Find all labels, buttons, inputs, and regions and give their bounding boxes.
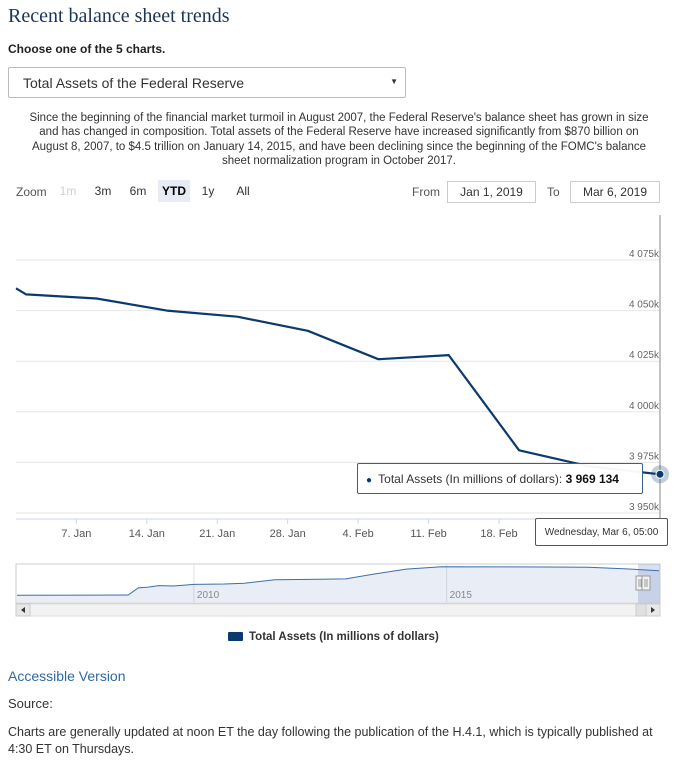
zoom-ytd-button[interactable]: YTD bbox=[158, 180, 190, 202]
zoom-1y-button[interactable]: 1y bbox=[201, 184, 215, 198]
zoom-6m-button[interactable]: 6m bbox=[129, 184, 147, 198]
x-tick-label: 4. Feb bbox=[343, 528, 374, 540]
chart-legend[interactable]: Total Assets (In millions of dollars) bbox=[228, 631, 439, 643]
chart-select-value: Total Assets of the Federal Reserve bbox=[23, 75, 244, 91]
tooltip-value: 3 969 134 bbox=[565, 472, 619, 486]
zoom-all-button[interactable]: All bbox=[236, 184, 250, 198]
scroll-left-button[interactable] bbox=[15, 603, 31, 617]
page-title: Recent balance sheet trends bbox=[8, 5, 230, 27]
zoom-label: Zoom bbox=[16, 185, 47, 199]
y-tick-label: 4 075k bbox=[629, 249, 660, 260]
legend-swatch bbox=[228, 632, 243, 641]
data-points bbox=[651, 465, 669, 484]
x-tick-label: 28. Jan bbox=[270, 528, 306, 540]
series-dot-icon: ● bbox=[366, 475, 373, 486]
from-label: From bbox=[412, 185, 440, 199]
arrow-right-icon bbox=[651, 607, 655, 613]
choose-label: Choose one of the 5 charts. bbox=[8, 42, 166, 56]
arrow-left-icon bbox=[21, 607, 25, 613]
from-date-input[interactable]: Jan 1, 2019 bbox=[447, 181, 536, 203]
total-assets-line bbox=[15, 287, 661, 476]
zoom-3m-button[interactable]: 3m bbox=[94, 184, 112, 198]
x-tick-label: 18. Feb bbox=[480, 528, 517, 540]
navigator-area bbox=[17, 566, 659, 602]
navigator-line bbox=[16, 566, 660, 596]
navigator-frame bbox=[15, 563, 661, 604]
y-axis-ticks: 3 950k 3 975k 4 000k 4 025k 4 050k 4 075k bbox=[629, 249, 660, 513]
navigator-year-label: 2010 bbox=[197, 590, 220, 601]
y-tick-label: 4 000k bbox=[629, 401, 660, 412]
y-tick-label: 4 025k bbox=[629, 350, 660, 361]
legend-label: Total Assets (In millions of dollars) bbox=[249, 631, 439, 643]
source-label: Source: bbox=[8, 696, 53, 711]
x-tick-label: 11. Feb bbox=[410, 528, 447, 540]
tooltip: ● Total Assets (In millions of dollars):… bbox=[357, 463, 643, 494]
zoom-1m-button[interactable]: 1m bbox=[59, 184, 77, 198]
scrollbar-track[interactable] bbox=[15, 603, 661, 617]
x-tooltip-date: Wednesday, Mar 6, 05:00 bbox=[535, 518, 668, 546]
accessible-version-link[interactable]: Accessible Version bbox=[8, 668, 126, 684]
navigator-handle-right[interactable] bbox=[641, 575, 651, 591]
caret-down-icon: ▼ bbox=[390, 77, 398, 86]
x-tick-label: 21. Jan bbox=[199, 528, 235, 540]
y-tick-label: 4 050k bbox=[629, 300, 660, 311]
navigator-grid bbox=[193, 564, 448, 603]
update-note: Charts are generally updated at noon ET … bbox=[8, 725, 653, 756]
grid-lines bbox=[16, 259, 660, 514]
to-date-input[interactable]: Mar 6, 2019 bbox=[570, 181, 660, 203]
data-point-hovered bbox=[655, 469, 665, 479]
x-axis-ticks: 7. Jan 14. Jan 21. Jan 28. Jan 4. Feb 11. Feb… bbox=[61, 519, 518, 540]
x-tick-label: 7. Jan bbox=[61, 528, 91, 540]
scroll-right-button[interactable] bbox=[645, 603, 661, 617]
y-tick-label: 3 975k bbox=[629, 451, 660, 462]
chart-description: Since the beginning of the financial mar… bbox=[29, 112, 649, 168]
to-label: To bbox=[547, 185, 560, 199]
navigator-year-label: 2015 bbox=[450, 590, 473, 601]
y-tick-label: 3 950k bbox=[629, 502, 660, 513]
chart-select[interactable]: Total Assets of the Federal Reserve ▼ bbox=[8, 67, 406, 98]
x-tick-label: 14. Jan bbox=[129, 528, 165, 540]
navigator-labels: 2010 2015 bbox=[197, 590, 472, 601]
tooltip-series: Total Assets (In millions of dollars): bbox=[378, 472, 563, 486]
